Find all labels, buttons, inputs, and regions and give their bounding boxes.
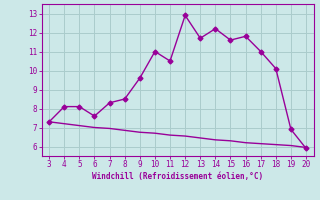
X-axis label: Windchill (Refroidissement éolien,°C): Windchill (Refroidissement éolien,°C) — [92, 172, 263, 181]
